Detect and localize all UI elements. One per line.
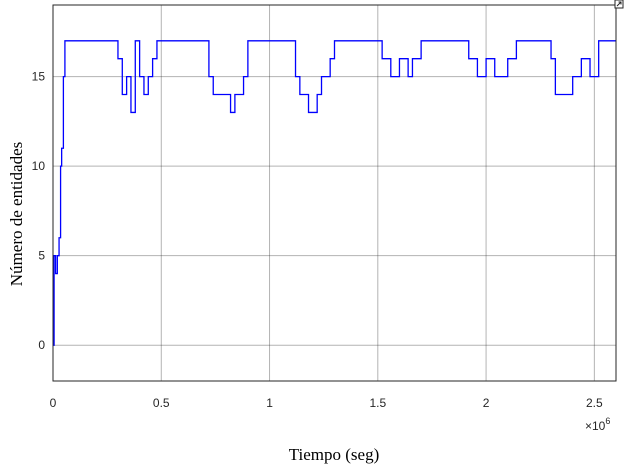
x-tick-label: 2 [483, 396, 490, 410]
y-tick-label: 5 [38, 249, 45, 263]
y-tick-labels: 0 5 10 15 [32, 70, 46, 353]
series-group [53, 40, 616, 346]
y-tick-label: 0 [38, 338, 45, 352]
x-tick-label: 0.5 [153, 396, 170, 410]
x-tick-labels: 0 0.5 1 1.5 2 2.5 [50, 396, 603, 410]
grid [52, 5, 616, 381]
x-exponent-label: ×106 [585, 416, 610, 433]
expand-icon[interactable] [614, 0, 624, 9]
series-line [53, 40, 616, 346]
x-tick-label: 0 [50, 396, 57, 410]
x-tick-label: 1.5 [369, 396, 386, 410]
x-tick-label: 1 [266, 396, 273, 410]
plot-frame [52, 4, 617, 382]
y-tick-label: 10 [32, 159, 46, 173]
y-tick-label: 15 [32, 70, 46, 84]
y-axis-label: Número de entidades [7, 142, 26, 286]
plot-background [53, 5, 616, 381]
x-tick-label: 2.5 [586, 396, 603, 410]
x-axis-label: Tiempo (seg) [289, 445, 380, 464]
